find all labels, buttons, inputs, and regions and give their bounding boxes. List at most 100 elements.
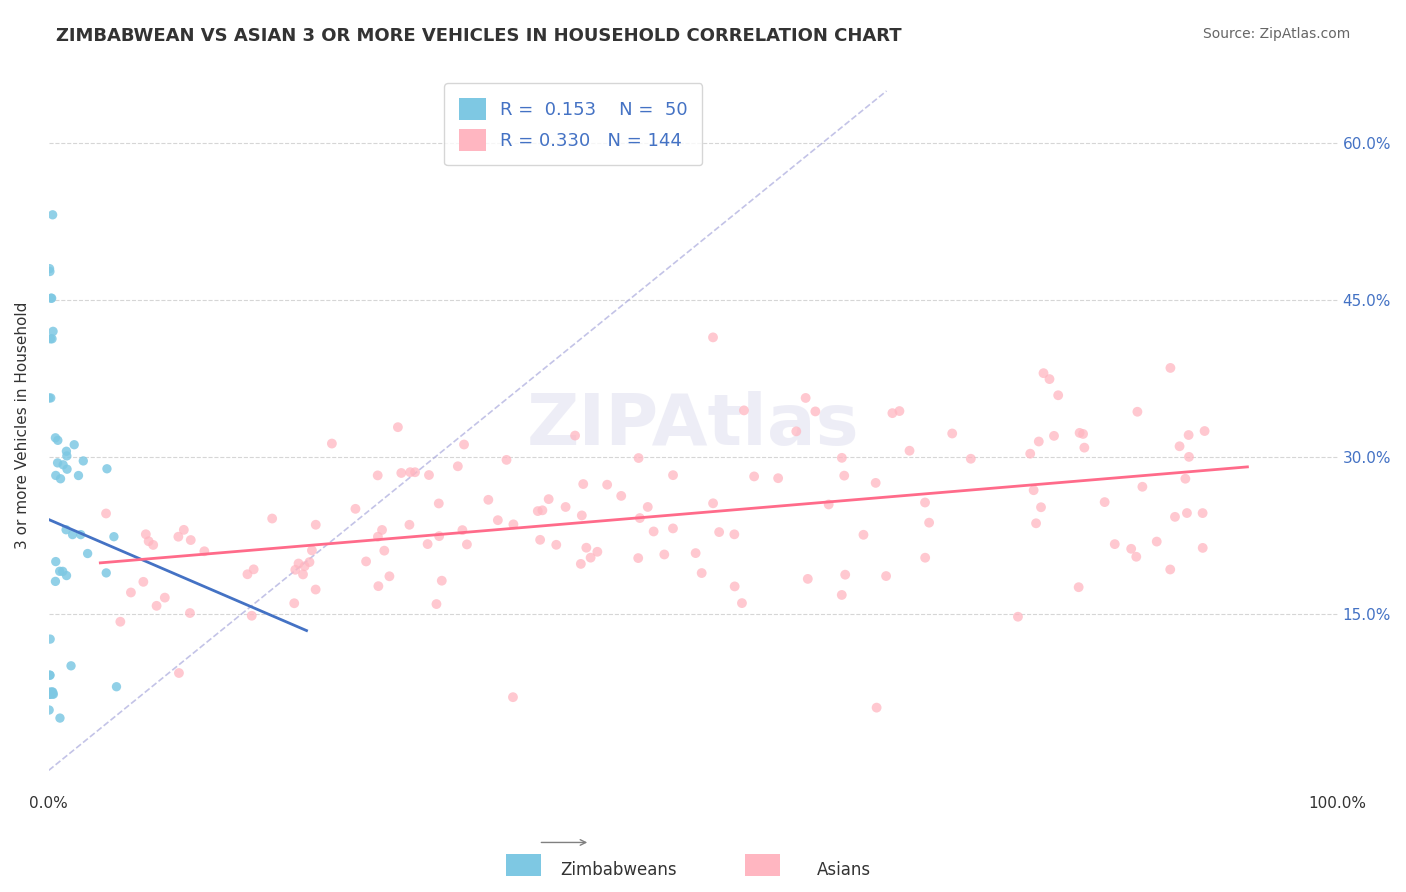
Point bbox=[48, 564, 70, 578]
Point bbox=[628, 511, 651, 525]
Point bbox=[1069, 425, 1091, 440]
Text: Asians: Asians bbox=[817, 861, 870, 879]
Point bbox=[145, 599, 167, 613]
Point bbox=[794, 391, 817, 405]
Point bbox=[42, 324, 65, 338]
Point bbox=[724, 579, 747, 593]
Point bbox=[804, 404, 827, 418]
Point bbox=[1067, 580, 1090, 594]
Point bbox=[193, 544, 215, 558]
Point bbox=[41, 685, 63, 699]
Point bbox=[94, 507, 117, 521]
Point bbox=[959, 451, 981, 466]
Point bbox=[398, 517, 420, 532]
Point bbox=[344, 501, 367, 516]
Point bbox=[941, 426, 963, 441]
Point bbox=[45, 468, 67, 483]
Point bbox=[527, 504, 550, 518]
Text: Zimbabweans: Zimbabweans bbox=[561, 861, 676, 879]
Point bbox=[46, 456, 69, 470]
Point bbox=[72, 454, 94, 468]
Point bbox=[579, 550, 602, 565]
Point bbox=[56, 462, 79, 476]
Point bbox=[889, 404, 911, 418]
Point bbox=[49, 711, 72, 725]
Text: ZIPAtlas: ZIPAtlas bbox=[527, 391, 859, 460]
Point bbox=[914, 550, 936, 565]
Point bbox=[153, 591, 176, 605]
Point bbox=[132, 574, 155, 589]
Point bbox=[180, 533, 202, 547]
Point bbox=[67, 468, 90, 483]
Point bbox=[571, 508, 593, 523]
Point bbox=[690, 566, 713, 580]
Point bbox=[1104, 537, 1126, 551]
Point bbox=[643, 524, 665, 539]
Point bbox=[817, 498, 839, 512]
Point bbox=[389, 466, 412, 480]
Point bbox=[852, 528, 875, 542]
Point bbox=[882, 406, 904, 420]
Point bbox=[262, 511, 284, 525]
Point bbox=[702, 330, 724, 344]
Point bbox=[283, 596, 305, 610]
Point bbox=[427, 496, 450, 510]
Point bbox=[63, 438, 86, 452]
Point bbox=[240, 608, 263, 623]
Point bbox=[52, 565, 75, 579]
Point bbox=[55, 568, 77, 582]
Point bbox=[702, 496, 724, 510]
Point bbox=[502, 517, 524, 532]
Point bbox=[914, 495, 936, 509]
Point bbox=[41, 687, 63, 701]
Point bbox=[529, 533, 551, 547]
Point bbox=[96, 462, 118, 476]
Point bbox=[1146, 534, 1168, 549]
Point bbox=[1125, 549, 1147, 564]
Point bbox=[1029, 500, 1052, 515]
Point bbox=[918, 516, 941, 530]
Point bbox=[546, 538, 568, 552]
Point bbox=[354, 554, 377, 568]
Point bbox=[110, 615, 132, 629]
Point bbox=[1174, 472, 1197, 486]
Point bbox=[41, 332, 63, 346]
Point bbox=[287, 557, 309, 571]
Point bbox=[1159, 562, 1181, 576]
Point bbox=[179, 606, 201, 620]
Point bbox=[1191, 541, 1213, 555]
Point bbox=[367, 579, 389, 593]
Point bbox=[378, 569, 401, 583]
Point bbox=[39, 291, 62, 305]
Point bbox=[662, 468, 685, 483]
Point bbox=[294, 559, 316, 574]
Point bbox=[1191, 506, 1213, 520]
Text: ZIMBABWEAN VS ASIAN 3 OR MORE VEHICLES IN HOUSEHOLD CORRELATION CHART: ZIMBABWEAN VS ASIAN 3 OR MORE VEHICLES I… bbox=[56, 27, 901, 45]
Point bbox=[662, 521, 685, 535]
Point bbox=[865, 475, 887, 490]
Point bbox=[142, 538, 165, 552]
Point bbox=[52, 458, 75, 472]
Point bbox=[38, 391, 60, 405]
Point bbox=[723, 527, 745, 541]
Text: Source: ZipAtlas.com: Source: ZipAtlas.com bbox=[1202, 27, 1350, 41]
Point bbox=[41, 208, 63, 222]
Point bbox=[1025, 516, 1047, 531]
Point bbox=[373, 543, 395, 558]
Point bbox=[367, 468, 389, 483]
Point bbox=[1164, 509, 1187, 524]
Point bbox=[495, 453, 517, 467]
Point bbox=[55, 523, 77, 537]
Point bbox=[427, 529, 450, 543]
Point bbox=[46, 434, 69, 448]
Point bbox=[865, 700, 887, 714]
Point bbox=[39, 668, 62, 682]
Point bbox=[284, 563, 307, 577]
Point bbox=[537, 492, 560, 507]
Point bbox=[404, 465, 426, 479]
Point bbox=[167, 530, 190, 544]
Point bbox=[1007, 609, 1029, 624]
Point bbox=[610, 489, 633, 503]
Point bbox=[832, 468, 855, 483]
Point bbox=[96, 566, 118, 580]
